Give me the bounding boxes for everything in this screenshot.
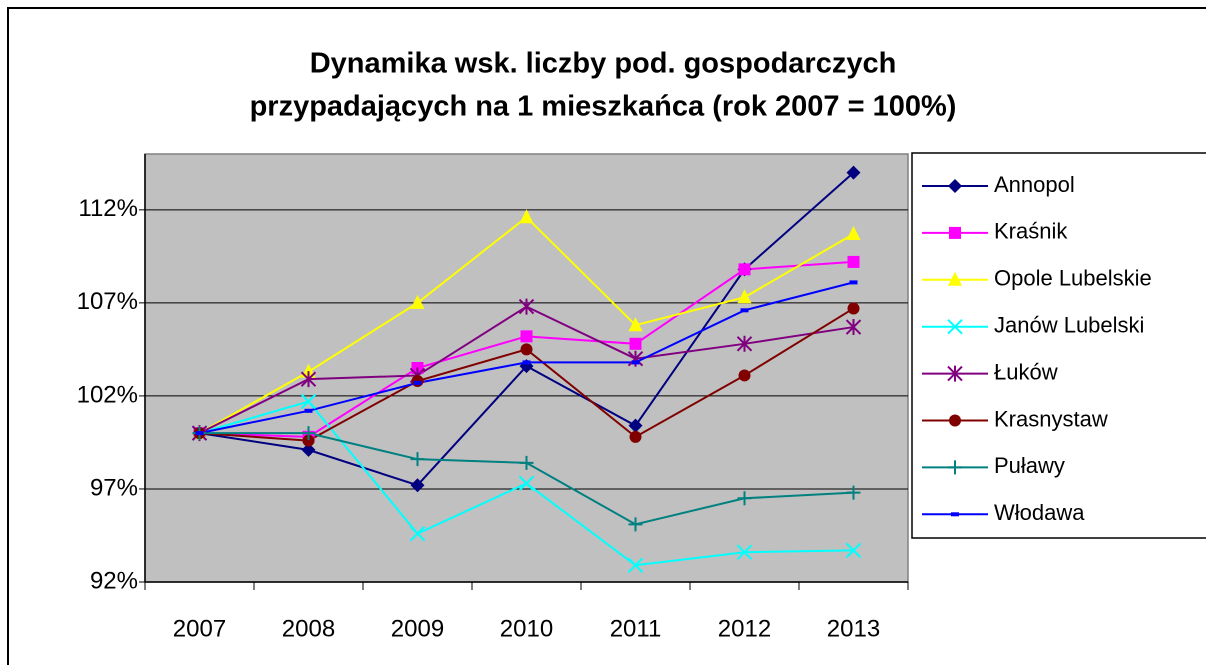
marker [410,294,425,309]
legend-marker [948,179,962,193]
marker [300,371,317,388]
legend-marker [947,318,963,335]
marker [847,255,860,268]
legend-label: Kraśnik [994,219,1068,244]
marker [301,442,316,457]
legend-box [911,152,1206,539]
marker [628,418,643,433]
marker [737,289,752,304]
legend-label: Włodawa [994,500,1085,525]
marker [519,209,534,224]
marker [410,478,425,493]
marker [300,393,317,410]
legend-label: Opole Lubelskie [994,266,1152,291]
legend-marker [949,226,961,239]
marker [301,426,316,441]
legend-label: Łuków [994,359,1058,384]
marker [736,544,753,560]
y-tick-label: 107% [77,288,138,315]
legend-marker [948,271,962,286]
legend-label: Janów Lubelski [994,313,1144,338]
marker [737,491,752,506]
marker [410,452,425,467]
x-tick-label: 2012 [718,615,771,642]
marker [629,337,642,350]
series-markers [193,302,860,447]
chart-title: przypadających na 1 mieszkańca (rok 2007… [250,91,957,123]
legend-label: Puławy [994,453,1065,478]
legend-label: Krasnystaw [994,406,1108,431]
y-tick-label: 112% [78,195,138,222]
marker [631,360,640,365]
series-markers [195,280,858,436]
x-tick-label: 2013 [827,615,880,642]
marker [520,343,533,356]
marker [519,455,534,470]
marker [738,369,751,382]
marker [409,525,426,542]
marker [195,431,204,436]
series-markers [191,298,862,442]
marker [522,360,531,365]
x-tick-label: 2009 [391,615,444,642]
y-tick-label: 102% [77,381,138,408]
marker [628,517,643,532]
legend-marker [949,414,961,427]
marker [304,408,313,413]
x-tick-label: 2010 [500,615,553,642]
marker [846,165,861,180]
marker [847,302,860,315]
legend-marker [951,512,959,517]
marker [520,330,533,343]
marker [846,226,861,241]
marker [413,380,422,385]
x-tick-label: 2007 [173,615,226,642]
marker [846,485,861,500]
marker [845,319,862,336]
y-tick-label: 97% [90,474,138,501]
legend-label: Annopol [994,172,1075,197]
marker [740,308,749,313]
marker [845,542,862,559]
marker [301,363,316,378]
chart-title: Dynamika wsk. liczby pod. gospodarczych [310,48,897,80]
marker [302,434,315,447]
legend-marker [947,365,963,382]
x-tick-label: 2011 [610,615,662,642]
marker [736,335,753,352]
marker [629,430,642,443]
marker [518,298,535,315]
legend-marker [948,460,962,475]
marker [738,263,751,276]
marker [628,317,643,332]
y-tick-label: 92% [90,567,138,594]
marker [849,280,858,285]
marker [518,475,535,492]
marker [627,557,644,573]
x-tick-label: 2008 [282,615,335,642]
